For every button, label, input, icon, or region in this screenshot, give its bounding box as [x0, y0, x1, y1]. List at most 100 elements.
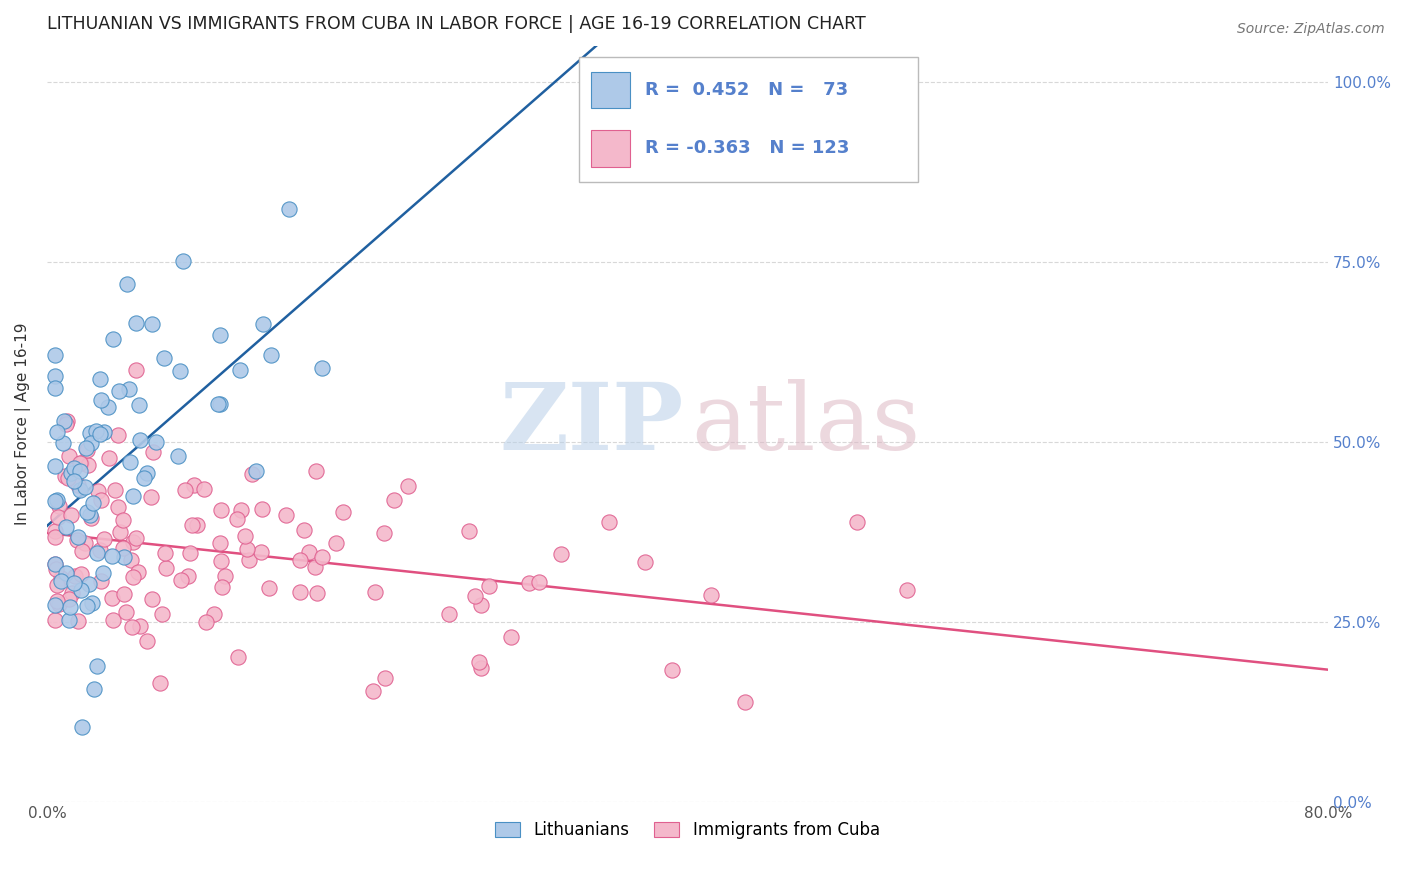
Point [58, 449, 80, 463]
Point [240, 467, 263, 481]
Bar [592, 72, 630, 109]
Point [46, 425, 69, 440]
Point [121, 620, 143, 634]
Point [311, 550, 333, 565]
Point [142, 444, 165, 458]
Point [633, 555, 655, 569]
Point [250, 502, 273, 516]
Point [80, 435, 103, 450]
Point [207, 397, 229, 411]
Point [845, 515, 868, 529]
Point [83, 681, 105, 696]
Point [361, 683, 384, 698]
Point [115, 605, 138, 619]
Point [108, 384, 131, 398]
Point [75, 441, 97, 455]
Point [79, 508, 101, 523]
FancyBboxPatch shape [579, 57, 918, 182]
Point [177, 569, 200, 583]
Point [174, 483, 197, 497]
Point [226, 650, 249, 665]
Point [226, 511, 249, 525]
Point [382, 493, 405, 508]
Point [56, 414, 79, 428]
Point [179, 546, 201, 560]
Point [69, 583, 91, 598]
Point [122, 535, 145, 549]
Point [527, 575, 550, 590]
Point [112, 587, 135, 601]
Point [305, 464, 328, 478]
Text: atlas: atlas [692, 378, 921, 468]
Point [209, 503, 232, 517]
Point [46, 493, 69, 508]
Point [90, 574, 112, 588]
Point [127, 565, 149, 579]
Point [288, 553, 311, 567]
Point [134, 470, 156, 484]
Point [69, 464, 91, 478]
Point [44, 558, 66, 572]
Point [79, 425, 101, 440]
Point [305, 585, 328, 599]
Point [193, 482, 215, 496]
Point [58, 591, 80, 606]
Point [75, 480, 97, 494]
Point [260, 348, 283, 362]
Y-axis label: In Labor Force | Age 16-19: In Labor Force | Age 16-19 [15, 322, 31, 524]
Point [63, 461, 86, 475]
Point [250, 545, 273, 559]
Point [44, 524, 66, 538]
Point [55, 417, 77, 432]
Point [229, 362, 252, 376]
Point [124, 532, 146, 546]
Point [136, 466, 159, 480]
Point [101, 332, 124, 346]
Point [53, 414, 76, 428]
Point [396, 478, 419, 492]
Point [69, 456, 91, 470]
Point [235, 542, 257, 557]
Point [373, 526, 395, 541]
Point [59, 599, 82, 614]
Point [101, 591, 124, 606]
Point [77, 577, 100, 591]
Text: Source: ZipAtlas.com: Source: ZipAtlas.com [1237, 22, 1385, 37]
Point [149, 676, 172, 690]
Point [86, 545, 108, 559]
Point [75, 536, 97, 550]
Point [93, 425, 115, 439]
Point [257, 581, 280, 595]
Point [60, 585, 83, 599]
Point [44, 614, 66, 628]
Point [467, 655, 489, 669]
Point [470, 599, 492, 613]
Point [112, 549, 135, 564]
Point [48, 499, 70, 513]
Point [169, 364, 191, 378]
Text: ZIP: ZIP [499, 378, 683, 468]
Point [464, 589, 486, 603]
Point [89, 426, 111, 441]
Point [93, 532, 115, 546]
Point [52, 436, 75, 450]
Point [112, 513, 135, 527]
Point [598, 516, 620, 530]
Point [118, 455, 141, 469]
Point [209, 327, 232, 342]
Point [46, 578, 69, 592]
Point [115, 277, 138, 291]
Point [62, 474, 84, 488]
Point [69, 456, 91, 470]
Point [276, 508, 298, 522]
Point [252, 318, 274, 332]
Point [501, 630, 523, 644]
Point [311, 361, 333, 376]
Point [125, 316, 148, 330]
Point [122, 570, 145, 584]
Point [44, 530, 66, 544]
Point [90, 493, 112, 508]
Point [55, 520, 77, 534]
Point [734, 695, 756, 709]
Point [91, 566, 114, 580]
